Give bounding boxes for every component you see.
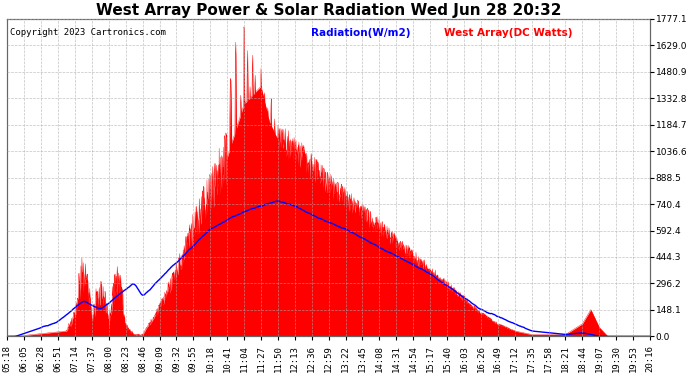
Text: West Array(DC Watts): West Array(DC Watts) xyxy=(444,28,573,39)
Text: Radiation(W/m2): Radiation(W/m2) xyxy=(311,28,411,39)
Title: West Array Power & Solar Radiation Wed Jun 28 20:32: West Array Power & Solar Radiation Wed J… xyxy=(96,3,562,18)
Text: Copyright 2023 Cartronics.com: Copyright 2023 Cartronics.com xyxy=(10,28,166,38)
